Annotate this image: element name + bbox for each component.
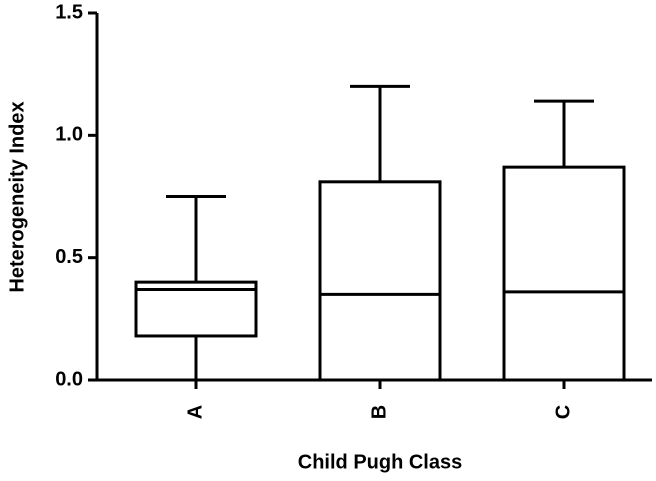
box	[502, 165, 626, 382]
y-tick-label: 0.5	[55, 246, 83, 268]
box	[318, 180, 442, 382]
y-axis-label: Heterogeneity Index	[6, 101, 28, 292]
x-axis-label: Child Pugh Class	[298, 451, 462, 473]
y-tick-label: 1.5	[55, 1, 83, 23]
x-tick-label: B	[368, 405, 390, 419]
box	[134, 280, 258, 338]
y-tick-label: 0.0	[55, 368, 83, 390]
x-tick-label: A	[184, 405, 206, 419]
x-tick-label: C	[552, 405, 574, 419]
y-tick-label: 1.0	[55, 124, 83, 146]
